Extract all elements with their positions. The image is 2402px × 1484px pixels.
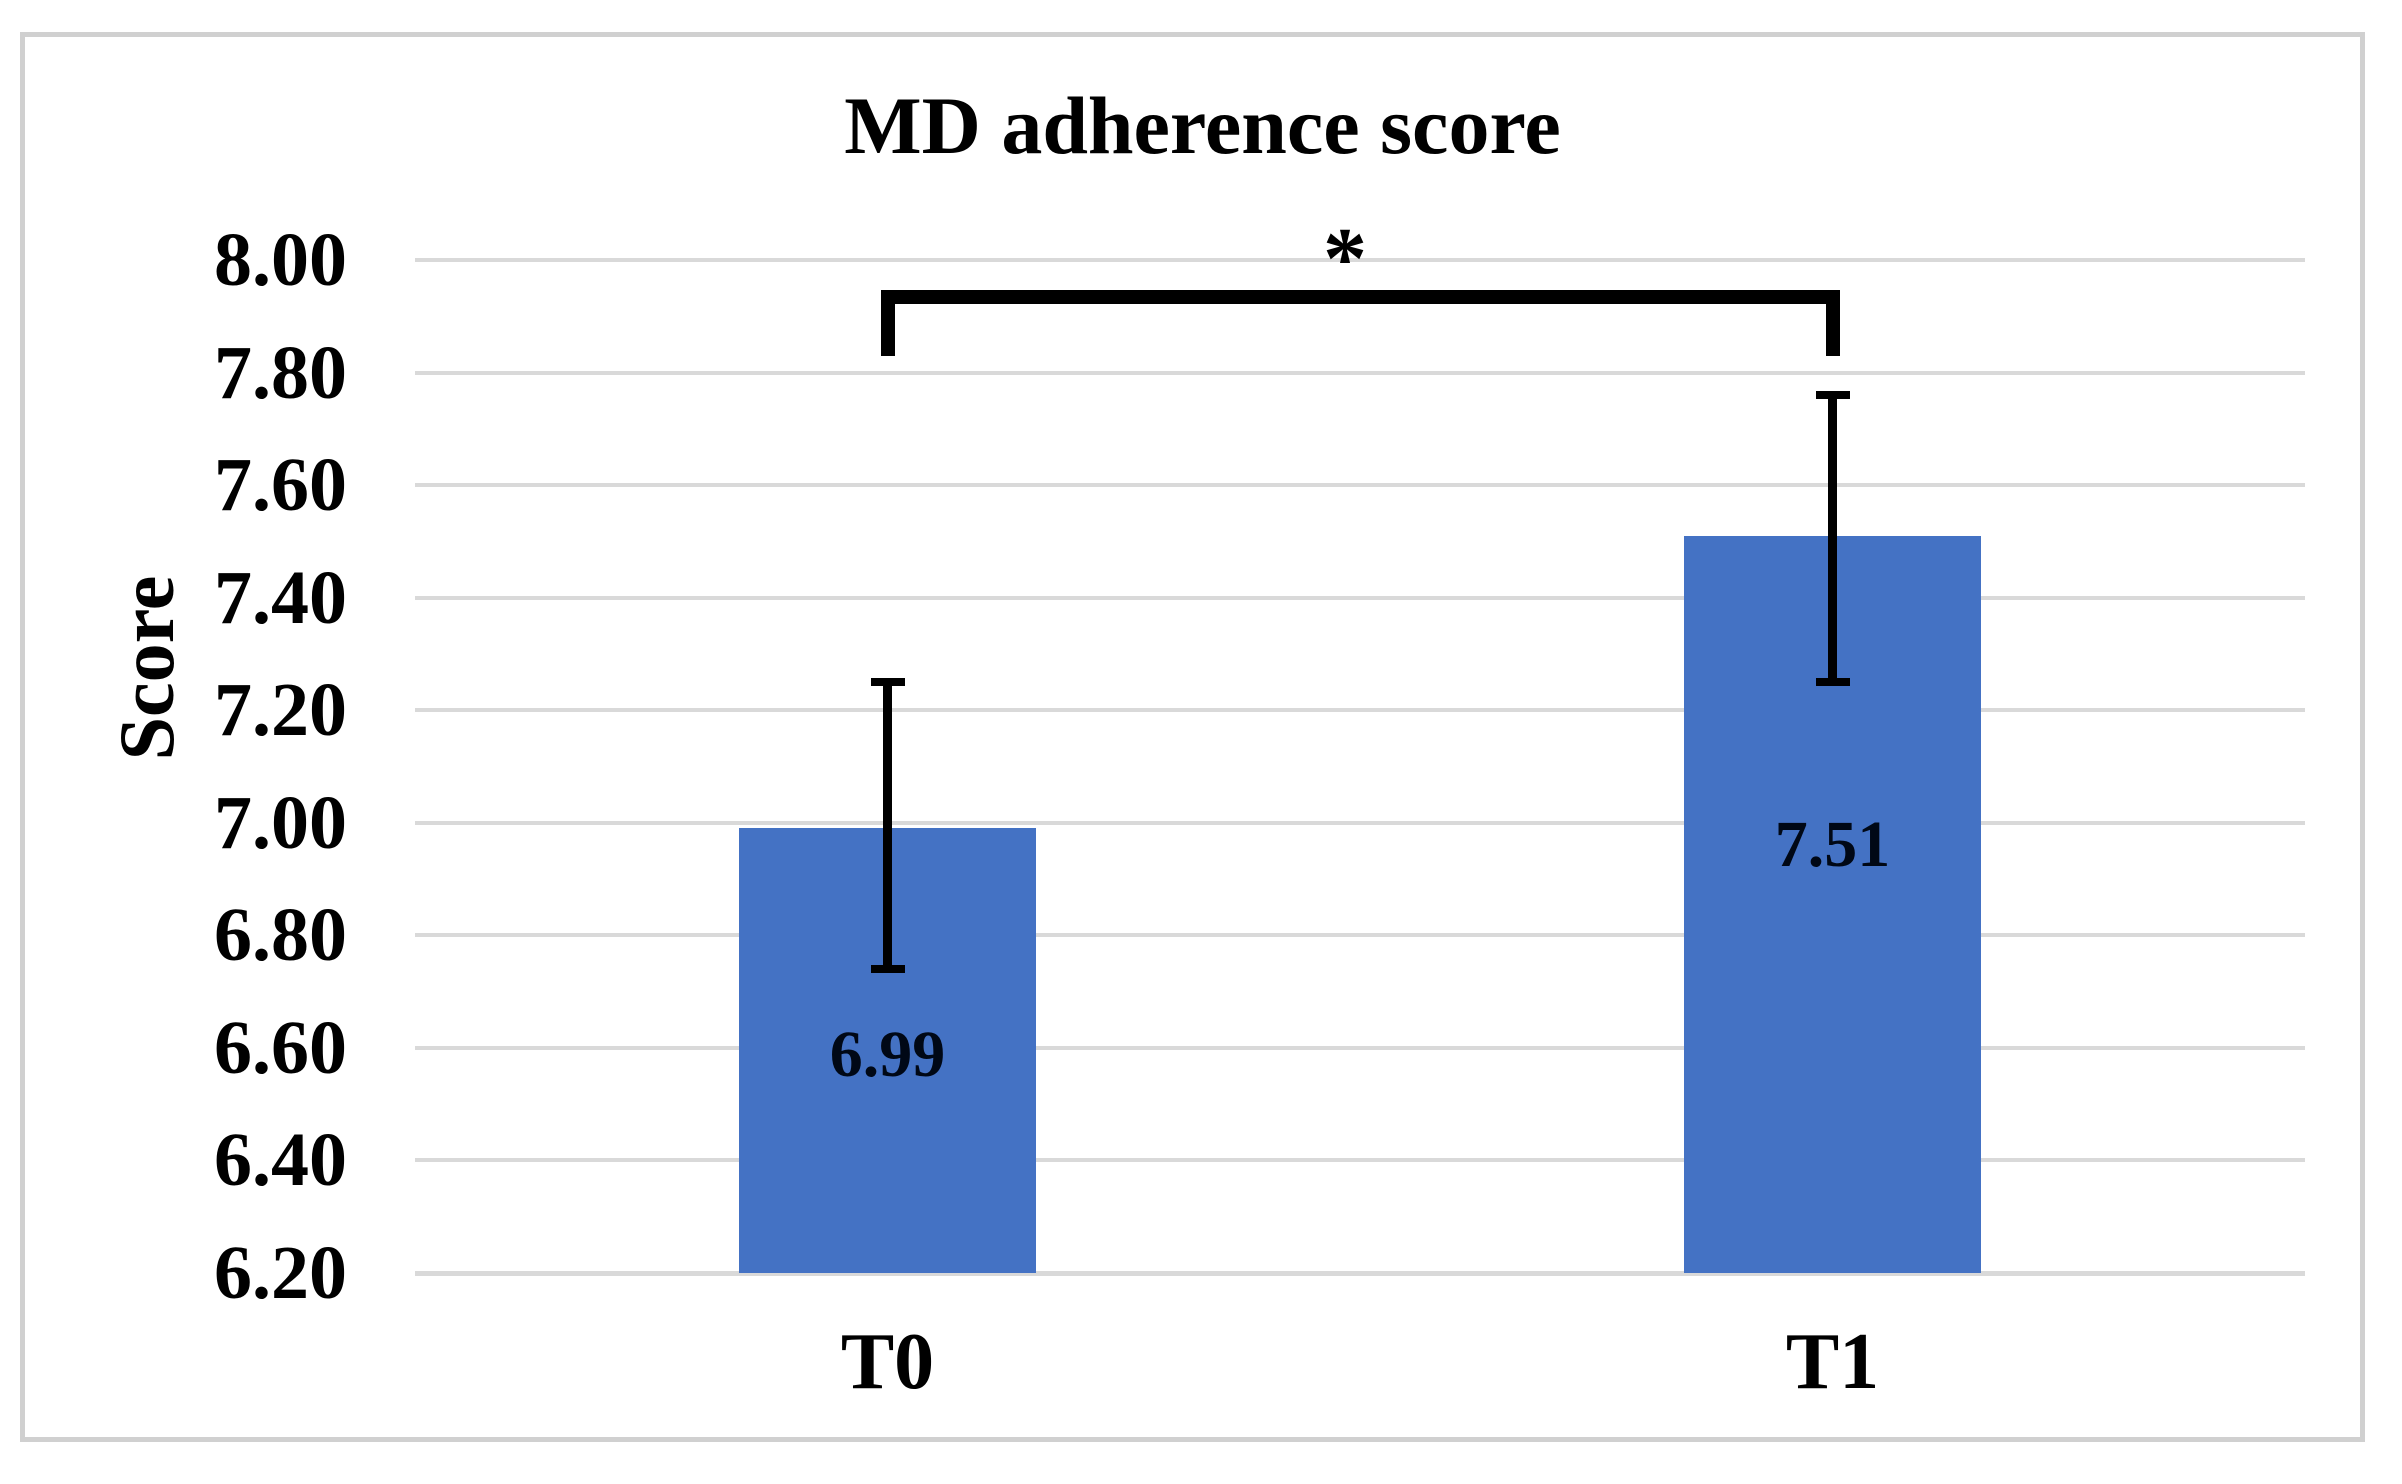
x-axis-label-T1: T1 [1785, 1318, 1880, 1406]
bar-value-label: 6.99 [829, 1018, 946, 1092]
y-axis-tick-label: 6.40 [214, 1118, 347, 1203]
gridline [415, 933, 2305, 938]
error-bar-line [1828, 395, 1837, 683]
error-bar-line [883, 682, 892, 970]
error-bar-cap-bottom [870, 965, 905, 974]
y-axis-tick-label: 6.80 [214, 893, 347, 978]
error-bar-cap-top [870, 678, 905, 687]
gridline [415, 370, 2305, 375]
significance-bracket-leg-right [1825, 289, 1840, 356]
gridline [415, 708, 2305, 713]
y-axis-tick-label: 7.00 [214, 780, 347, 865]
y-axis-tick-label: 7.20 [214, 668, 347, 753]
significance-bracket-bar [880, 289, 1840, 304]
gridline [415, 483, 2305, 488]
y-axis-tick-label: 7.60 [214, 443, 347, 528]
gridline [415, 820, 2305, 825]
y-axis-tick-label: 6.20 [214, 1231, 347, 1315]
gridline [415, 1045, 2305, 1050]
x-axis-label-T0: T0 [840, 1318, 935, 1406]
error-bar-cap-top [1815, 391, 1850, 400]
chart-title: MD adherence score [844, 80, 1561, 171]
significance-star: * [1323, 210, 1367, 308]
bar-value-label: 7.51 [1774, 808, 1891, 882]
y-axis-tick-label: 7.80 [214, 330, 347, 415]
y-axis-tick-label: 7.40 [214, 555, 347, 640]
error-bar-cap-bottom [1815, 678, 1850, 687]
gridline [415, 1270, 2305, 1276]
significance-bracket-leg-left [880, 289, 895, 356]
gridline [415, 595, 2305, 600]
gridline [415, 1158, 2305, 1163]
y-axis-tick-label: 6.60 [214, 1005, 347, 1090]
y-axis-tick-label: 8.00 [214, 218, 347, 302]
gridline [415, 258, 2305, 262]
